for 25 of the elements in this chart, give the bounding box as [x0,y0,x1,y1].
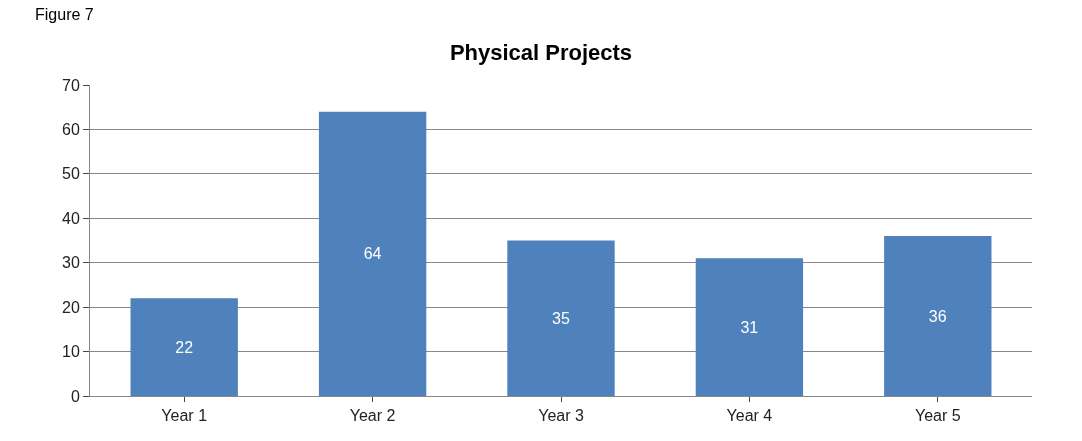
bar [884,236,992,396]
bar [130,298,238,396]
y-tick-label: 20 [62,298,80,316]
bar [695,258,804,396]
x-tick-label: Year 5 [914,407,961,425]
y-tick-label: 0 [70,387,80,405]
y-tick-label: 10 [62,343,80,361]
y-tick-label: 50 [62,165,80,183]
chart-title: Physical Projects [449,39,633,65]
y-tick-label: 60 [62,121,80,139]
y-tick-label: 70 [62,76,80,94]
data-label: 31 [740,318,759,336]
x-tick-label: Year 3 [538,407,584,425]
bar [318,111,427,396]
x-tick-label: Year 4 [726,407,773,425]
data-label: 22 [175,338,194,356]
data-label: 64 [363,245,382,263]
bar [507,240,615,396]
y-tick-label: 30 [62,254,80,272]
x-tick-label: Year 1 [161,407,208,425]
caption: Figure 7 [35,6,94,23]
x-tick-label: Year 2 [349,407,396,425]
y-tick-label: 40 [62,209,80,227]
data-label: 35 [552,309,570,327]
data-label: 36 [928,307,947,325]
